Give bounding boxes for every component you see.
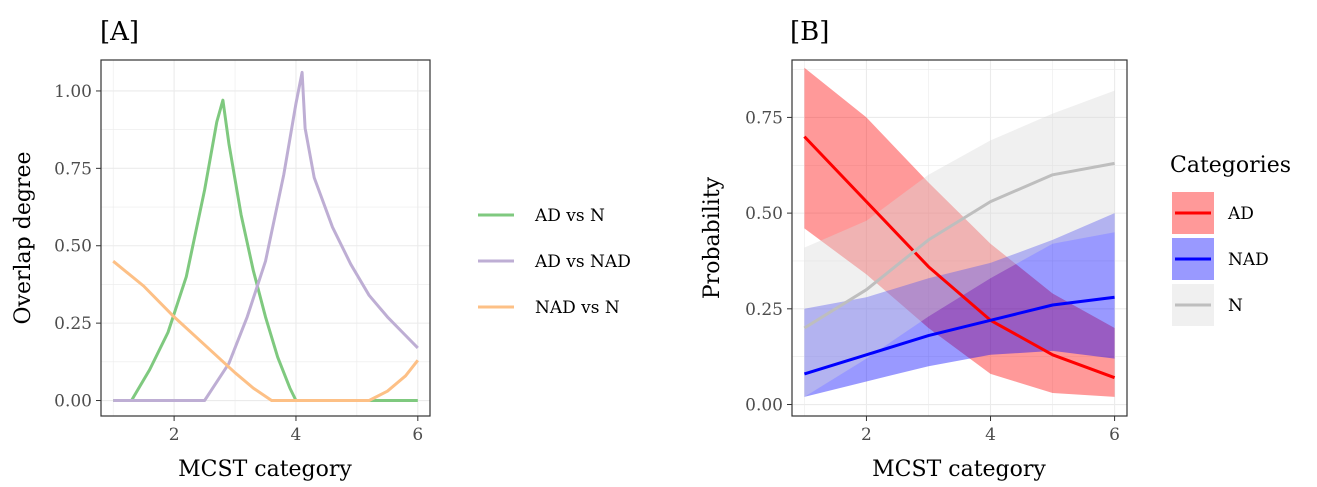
series-line-nad	[803, 295, 1115, 376]
ci-band-ad	[804, 67, 1115, 397]
panel-a-legend: AD vs N AD vs NAD NAD vs N	[478, 206, 631, 318]
series-line-ad-vs-n	[113, 98, 418, 402]
x-tick-label: 4	[291, 425, 302, 445]
panel-b-x-title: MCST category	[872, 457, 1046, 482]
legend-label-ad: AD	[1227, 204, 1254, 224]
series-line-n	[803, 161, 1115, 330]
panel-b: [B] 2 4 6 0.00 0.25 0.50 0.75 MCST category Pr…	[700, 17, 1291, 482]
y-tick-label: 0.25	[54, 314, 92, 334]
legend-label-nad: NAD	[1228, 250, 1269, 270]
y-tick-label: 0.75	[54, 159, 92, 179]
y-tick-label: 0.50	[745, 204, 783, 224]
y-tick-label: 1.00	[54, 82, 92, 102]
panel-b-legend: AD NAD N	[1172, 192, 1269, 326]
x-tick-label: 2	[861, 425, 872, 445]
x-tick-label: 6	[412, 425, 423, 445]
panel-b-marks	[803, 67, 1116, 397]
y-tick-label: 0.00	[745, 396, 783, 416]
panel-a-grid	[101, 60, 430, 416]
panel-a-marks	[112, 70, 419, 402]
legend-label-n: N	[1228, 296, 1243, 316]
y-tick-label: 0.75	[745, 108, 783, 128]
legend-label-ad-vs-nad: AD vs NAD	[534, 252, 631, 272]
x-tick-label: 2	[169, 425, 180, 445]
x-tick-label: 4	[985, 425, 996, 445]
panel-b-tag: [B]	[790, 17, 829, 47]
panel-b-grid	[792, 60, 1127, 416]
panel-b-y-title: Probability	[700, 176, 725, 299]
panel-b-legend-title: Categories	[1170, 153, 1291, 178]
panel-a-x-title: MCST category	[178, 457, 352, 482]
y-tick-label: 0.00	[54, 392, 92, 412]
panel-b-axes: 2 4 6 0.00 0.25 0.50 0.75	[745, 108, 1120, 445]
legend-label-ad-vs-n: AD vs N	[534, 206, 605, 226]
panel-a-axes: 2 4 6 0.00 0.25 0.50 0.75 1.00	[54, 82, 423, 445]
series-line-ad-vs-nad	[113, 70, 419, 402]
panel-a-y-title: Overlap degree	[11, 152, 36, 325]
panel-a-border	[100, 59, 431, 417]
series-line-nad-vs-n	[112, 260, 419, 402]
legend-label-nad-vs-n: NAD vs N	[535, 298, 620, 318]
panel-b-border	[791, 59, 1128, 417]
y-tick-label: 0.25	[745, 300, 783, 320]
x-tick-label: 6	[1109, 425, 1120, 445]
series-line-ad	[803, 135, 1116, 380]
panel-a-tag: [A]	[100, 17, 139, 47]
y-tick-label: 0.50	[54, 237, 92, 257]
panel-a: [A] 2 4 6 0.00 0.25 0.50 0.75 1.00 MCST categor…	[11, 17, 631, 482]
ci-band-n	[804, 90, 1115, 397]
